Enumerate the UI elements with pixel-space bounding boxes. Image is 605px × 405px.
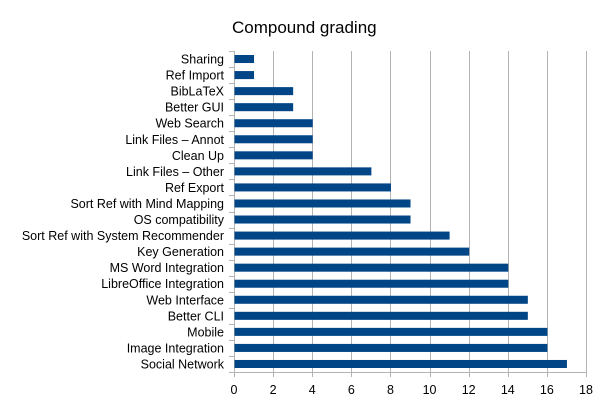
category-label: Social Network (141, 357, 225, 371)
category-label: BibLaTeX (170, 85, 224, 99)
category-label: Better CLI (168, 309, 224, 323)
bar (234, 215, 411, 224)
bar (234, 247, 470, 256)
bar (234, 295, 528, 304)
x-tick-label: 16 (540, 383, 554, 397)
bar (234, 135, 313, 144)
x-tick-label: 10 (423, 383, 437, 397)
bar (234, 311, 528, 320)
bar (234, 231, 450, 240)
category-label: Key Generation (137, 245, 224, 259)
category-label: Image Integration (127, 341, 224, 355)
bar (234, 279, 509, 288)
bar (234, 183, 391, 192)
bar (234, 199, 411, 208)
bar (234, 327, 548, 336)
category-label: Sort Ref with System Recommender (22, 229, 224, 243)
category-label: Web Search (155, 117, 224, 131)
bar (234, 343, 548, 352)
x-tick-label: 6 (348, 383, 355, 397)
x-tick-label: 4 (309, 383, 316, 397)
x-tick-label: 12 (462, 383, 476, 397)
x-tick-label: 8 (387, 383, 394, 397)
bar (234, 151, 313, 160)
x-tick-label: 2 (270, 383, 277, 397)
bar (234, 55, 255, 64)
category-label: Clean Up (172, 149, 224, 163)
x-tick-label: 18 (579, 383, 593, 397)
category-label-layer: Sharing Ref Import BibLaTeX Better GUI Web S… (22, 53, 225, 372)
category-label: Web Interface (146, 293, 224, 307)
bar-layer (234, 55, 567, 368)
category-label: Better GUI (165, 101, 224, 115)
category-label: Sort Ref with Mind Mapping (70, 197, 224, 211)
category-label: Mobile (187, 325, 224, 339)
category-label: Ref Import (166, 69, 225, 83)
bar (234, 103, 294, 112)
bar (234, 263, 509, 272)
x-tick-layer: 0 2 4 6 8 10 12 14 16 18 (231, 383, 593, 397)
bar (234, 87, 294, 96)
bar (234, 167, 372, 176)
bar (234, 71, 255, 80)
category-label: Sharing (181, 53, 224, 67)
category-label: Ref Export (165, 181, 225, 195)
category-label: Link Files – Annot (125, 133, 224, 147)
x-tick-label: 0 (231, 383, 238, 397)
category-label: Link Files – Other (126, 165, 224, 179)
category-label: OS compatibility (134, 213, 225, 227)
x-tick-label: 14 (501, 383, 515, 397)
category-label: MS Word Integration (110, 261, 224, 275)
chart-title: Compound grading (232, 18, 377, 37)
bar (234, 359, 567, 368)
category-label: LibreOffice Integration (101, 277, 224, 291)
bar (234, 119, 313, 128)
